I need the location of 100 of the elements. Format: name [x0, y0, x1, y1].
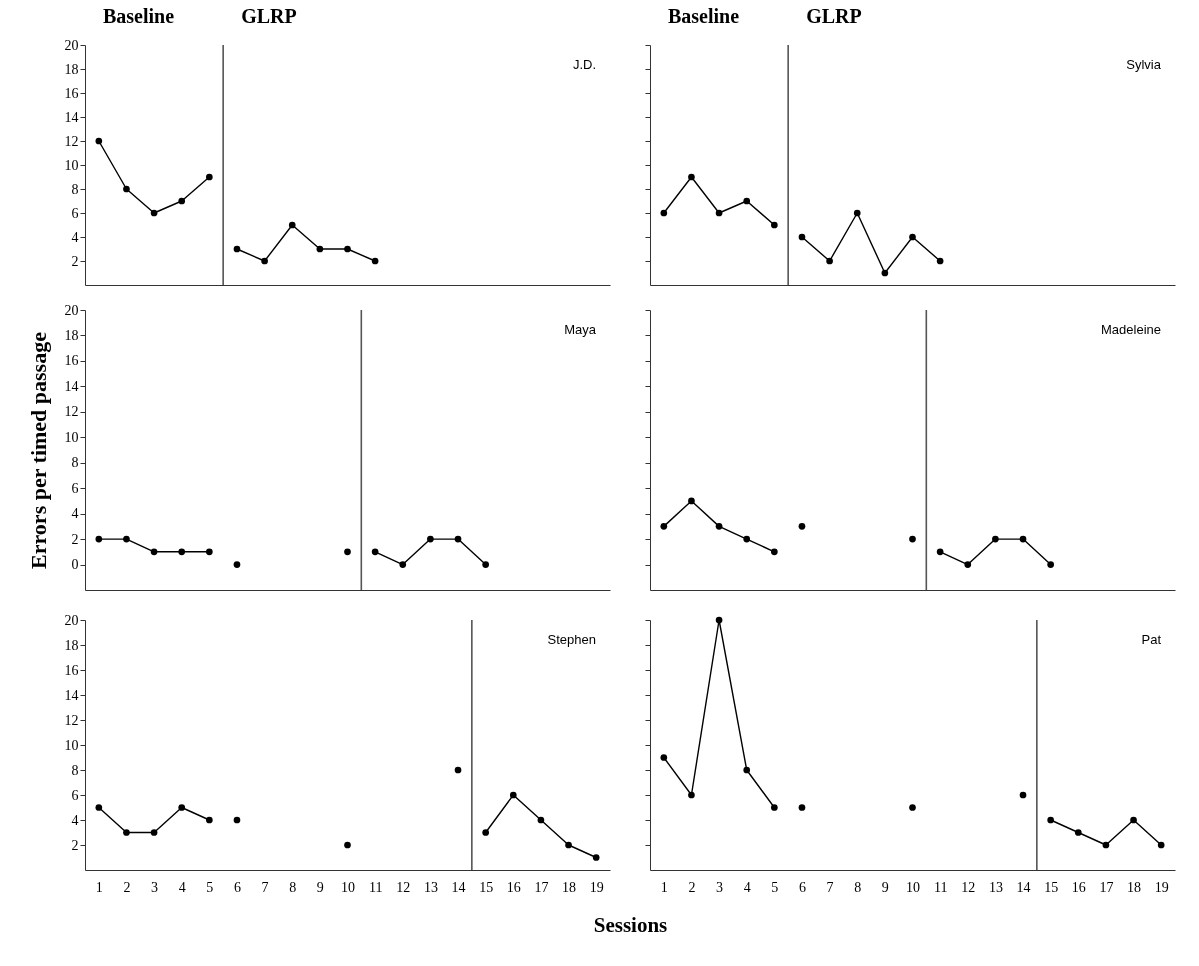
point: [178, 804, 186, 811]
point: [770, 804, 778, 811]
point: [660, 523, 668, 530]
point: [509, 791, 517, 799]
y-tick-label: 14: [64, 378, 79, 394]
point: [95, 137, 103, 145]
point: [1047, 816, 1055, 824]
y-tick-label: 16: [64, 85, 79, 101]
point: [688, 791, 695, 799]
x-axis-title: Sessions: [593, 912, 668, 937]
x-tick-label: 12: [961, 879, 976, 895]
point: [288, 221, 296, 229]
point: [205, 548, 213, 556]
text: GLRP: [806, 5, 862, 27]
x-tick-label: 13: [988, 879, 1003, 895]
y-tick-label: 4: [71, 506, 79, 522]
point: [95, 535, 103, 543]
x-tick-label: 2: [123, 879, 131, 895]
point: [992, 535, 999, 543]
point: [688, 497, 695, 505]
x-tick-label: 4: [178, 879, 186, 895]
point: [715, 209, 723, 217]
x-tick-label: 1: [660, 879, 668, 895]
point: [233, 245, 241, 253]
x-tick-label: 5: [771, 879, 779, 895]
x-tick-label: 3: [716, 879, 724, 895]
y-tick-label: 10: [64, 429, 79, 445]
point: [233, 561, 241, 568]
y-tick-label: 8: [71, 455, 79, 471]
x-tick-label: 5: [206, 879, 214, 895]
point: [565, 841, 572, 849]
text: Stephen: [547, 632, 596, 647]
point: [1047, 561, 1055, 568]
x-tick-label: 6: [798, 879, 806, 895]
point: [427, 535, 434, 543]
y-axis-title: Errors per timed passage: [25, 331, 51, 569]
y-tick-label: 14: [64, 109, 79, 125]
point: [909, 233, 916, 241]
point: [205, 816, 213, 824]
y-tick-label: 12: [64, 404, 79, 420]
y-tick-label: 20: [64, 302, 79, 318]
point: [743, 197, 751, 205]
point: [770, 548, 778, 556]
y-tick-label: 6: [71, 205, 79, 221]
y-tick-label: 8: [71, 181, 79, 197]
x-tick-label: 10: [906, 879, 920, 895]
point: [660, 754, 668, 761]
x-tick-label: 16: [506, 879, 521, 895]
x-tick-label: 14: [451, 879, 466, 895]
point: [1019, 791, 1027, 799]
point: [1130, 816, 1137, 824]
point: [964, 561, 972, 568]
point: [881, 269, 889, 277]
y-tick-label: 8: [71, 762, 79, 778]
point: [909, 535, 916, 543]
x-tick-label: 4: [743, 879, 751, 895]
point: [537, 816, 545, 824]
point: [399, 561, 407, 568]
text: Baseline: [668, 5, 740, 27]
point: [770, 221, 778, 229]
point: [454, 535, 462, 543]
point: [1102, 841, 1110, 849]
y-tick-label: 6: [71, 480, 79, 496]
y-tick-label: 16: [64, 662, 79, 678]
point: [371, 257, 379, 265]
y-tick-label: 20: [64, 37, 79, 53]
x-tick-label: 17: [1099, 879, 1114, 895]
point: [123, 185, 130, 193]
point: [150, 548, 158, 556]
point: [205, 173, 213, 181]
point: [123, 829, 130, 836]
x-tick-label: 9: [316, 879, 324, 895]
point: [344, 245, 351, 253]
y-tick-label: 0: [71, 557, 79, 573]
point: [715, 523, 723, 530]
point: [592, 854, 600, 861]
x-tick-label: 15: [1044, 879, 1059, 895]
x-tick-label: 14: [1016, 879, 1031, 895]
point: [261, 257, 268, 265]
point: [316, 245, 324, 253]
x-tick-label: 7: [826, 879, 834, 895]
y-tick-label: 14: [64, 687, 79, 703]
y-tick-label: 4: [71, 229, 79, 245]
point: [936, 257, 944, 265]
x-tick-label: 19: [589, 879, 604, 895]
point: [853, 209, 861, 217]
point: [178, 548, 186, 556]
x-tick-label: 8: [854, 879, 862, 895]
y-tick-label: 2: [71, 837, 79, 853]
point: [1019, 535, 1027, 543]
x-tick-label: 1: [95, 879, 103, 895]
x-tick-label: 16: [1071, 879, 1086, 895]
point: [688, 173, 695, 181]
y-tick-label: 10: [64, 157, 79, 173]
y-tick-label: 12: [64, 712, 79, 728]
y-tick-label: 6: [71, 787, 79, 803]
point: [743, 766, 751, 774]
y-tick-label: 18: [64, 327, 79, 343]
text: Maya: [564, 322, 597, 337]
y-tick-label: 2: [71, 531, 79, 547]
